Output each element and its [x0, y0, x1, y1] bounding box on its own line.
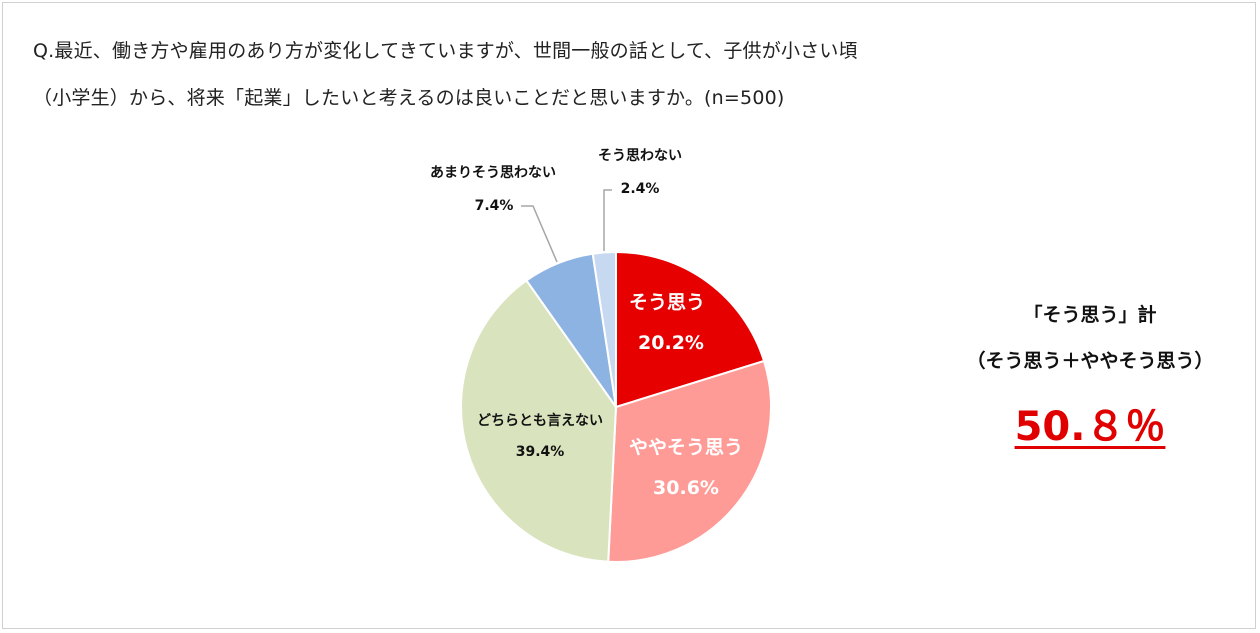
pie-slice-4: [591, 250, 617, 408]
slice-label-sou-omowanai: そう思わない: [598, 148, 682, 164]
leader-line-7-4: [521, 205, 558, 263]
slice-value-sou-omowanai: 2.4%: [620, 181, 660, 197]
question-title-line-1: Q.最近、働き方や雇用のあり方が変化してきていますが、世間一般の話として、子供が…: [33, 40, 858, 62]
slice-label-yaya: ややそう思う: [628, 436, 744, 459]
leader-line-2-4: [603, 189, 612, 251]
slice-label-dochira: どちらとも言えない: [477, 413, 603, 429]
slice-label-sou-omou: そう思う: [628, 291, 706, 314]
slice-value-amari: 7.4%: [474, 198, 514, 214]
summary-value: 50.８％: [1014, 404, 1166, 450]
slice-value-dochira: 39.4%: [515, 444, 565, 460]
slice-label-amari: あまりそう思わない: [430, 165, 556, 181]
pie-slice-0: [615, 250, 766, 409]
pie-slice-1: [607, 359, 772, 563]
question-title-line-2: （小学生）から、将来「起業」したいと考えるのは良いことだと思いますか。(n=50…: [33, 87, 785, 109]
pie-slice-2: [460, 279, 618, 563]
summary-formula: （そう思う＋ややそう思う）: [966, 350, 1214, 372]
slice-value-yaya: 30.6%: [653, 477, 719, 499]
slice-value-sou-omou: 20.2%: [638, 332, 704, 354]
summary-heading: 「そう思う」計: [1023, 304, 1157, 326]
